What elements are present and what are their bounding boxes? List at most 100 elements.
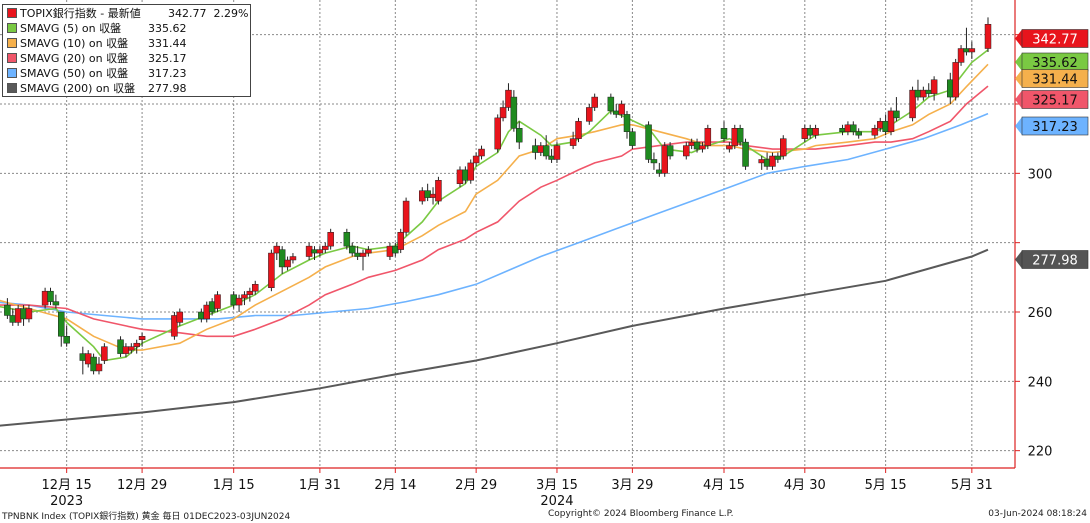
x-tick-label: 3月 15 — [536, 478, 578, 493]
candle-up — [365, 249, 372, 254]
candle-down — [510, 96, 518, 129]
candle-down — [645, 124, 652, 160]
candle-down — [623, 114, 631, 132]
candle-down — [278, 249, 286, 268]
candle-down — [4, 304, 11, 316]
candle-up — [494, 117, 501, 150]
legend-value: 331.44 — [148, 37, 187, 50]
x-year-label: 2023 — [50, 494, 83, 509]
x-year-label: 2024 — [540, 494, 573, 509]
footer-source: TPNBNK Index (TOPIX銀行指数) 黄金 毎日 01DEC2023… — [2, 512, 291, 522]
candle-up — [203, 304, 210, 320]
candle-up — [758, 159, 765, 164]
tag-pointer-price — [1015, 29, 1022, 48]
legend-label: TOPIX銀行指数 - 最新値 — [20, 7, 141, 20]
legend-swatch-sma50 — [7, 68, 17, 78]
candle-down — [736, 128, 744, 143]
candle-up — [268, 252, 275, 288]
footer-copyright: Copyright© 2024 Bloomberg Finance L.P. — [548, 509, 734, 519]
x-tick-label: 12月 29 — [117, 478, 167, 493]
candle-up — [435, 180, 442, 202]
moving-average-lines — [0, 49, 989, 427]
candle-up — [402, 200, 410, 233]
legend-swatch-price — [7, 8, 17, 18]
candle-up — [101, 346, 108, 361]
candle-up — [968, 48, 976, 53]
tag-pointer-sma20 — [1015, 90, 1022, 109]
grid-lines — [0, 0, 1015, 468]
candle-down — [882, 121, 889, 132]
legend-label: SMAVG (200) on 収盤 — [20, 82, 136, 95]
tag-pointer-sma5 — [1015, 53, 1022, 71]
legend-value: 317.23 — [148, 67, 187, 80]
candle-up — [241, 294, 248, 299]
candle-up — [699, 145, 706, 150]
candle-up — [284, 259, 291, 268]
legend-row-sma50: SMAVG (50) on 収盤 317.23 — [7, 67, 247, 81]
legend-label: SMAVG (50) on 収盤 — [20, 67, 129, 80]
tag-box-sma50 — [1021, 116, 1089, 136]
candle-down — [532, 145, 539, 153]
tag-box-price — [1021, 29, 1089, 48]
legend-label: SMAVG (5) on 収盤 — [20, 22, 122, 35]
candle-down — [650, 159, 658, 164]
tag-pointer-sma50 — [1015, 117, 1022, 135]
candle-down — [9, 315, 17, 323]
legend-row-sma200: SMAVG (200) on 収盤 277.98 — [7, 82, 247, 96]
candle-down — [230, 294, 237, 306]
sma-line-sma200 — [0, 248, 989, 427]
legend-row-sma20: SMAVG (20) on 収盤 325.17 — [7, 52, 247, 66]
candle-up — [322, 245, 329, 250]
candle-up — [429, 193, 437, 198]
candle-down — [198, 311, 205, 320]
tag-box-sma200 — [1021, 250, 1089, 269]
candle-down — [742, 141, 749, 167]
x-tick-label: 3月 29 — [611, 478, 653, 493]
tag-label-sma50: 317.23 — [1032, 120, 1078, 135]
candle-up — [569, 138, 577, 146]
x-tick-label: 1月 31 — [299, 478, 341, 493]
candle-up — [25, 308, 33, 320]
candle-up — [683, 145, 690, 157]
candle-up — [171, 315, 178, 337]
sma-line-sma50 — [0, 112, 989, 320]
tag-label-sma10: 331.44 — [1032, 73, 1078, 88]
candle-down — [963, 48, 970, 53]
legend-row-sma5: SMAVG (5) on 収盤 335.62 — [7, 22, 247, 36]
x-tick-label: 1月 15 — [213, 478, 255, 493]
candle-up — [316, 249, 324, 254]
candle-down — [117, 339, 124, 354]
candle-down — [354, 252, 361, 257]
candle-up — [586, 107, 593, 122]
candle-down — [925, 89, 932, 94]
candle-up — [122, 346, 130, 354]
candle-up — [957, 48, 965, 63]
candle-up — [305, 245, 313, 257]
legend-value: 342.77 — [168, 7, 207, 20]
candle-up — [920, 89, 927, 98]
candle-down — [947, 79, 954, 98]
candle-up — [84, 353, 92, 365]
candle-down — [52, 301, 60, 306]
tag-label-price: 342.77 — [1032, 33, 1078, 48]
candle-up — [984, 24, 992, 49]
candle-down — [424, 190, 431, 198]
candle-up — [467, 162, 475, 181]
candle-down — [548, 155, 555, 160]
tag-pointer-sma200 — [1015, 250, 1022, 269]
candle-up — [327, 232, 334, 247]
footer-timestamp: 03-Jun-2024 08:18:24 — [988, 509, 1087, 519]
x-tick-label: 5月 15 — [865, 478, 907, 493]
candle-down — [850, 124, 857, 132]
legend-label: SMAVG (20) on 収盤 — [20, 52, 129, 65]
x-tick-label: 4月 30 — [784, 478, 826, 493]
candle-down — [855, 131, 862, 136]
x-tick-label: 2月 29 — [455, 478, 497, 493]
candle-down — [462, 169, 469, 181]
tag-label-sma200: 277.98 — [1032, 254, 1078, 269]
candle-up — [499, 107, 507, 119]
x-tick-label: 5月 31 — [951, 478, 993, 493]
candle-up — [456, 169, 464, 184]
candle-down — [515, 128, 523, 143]
